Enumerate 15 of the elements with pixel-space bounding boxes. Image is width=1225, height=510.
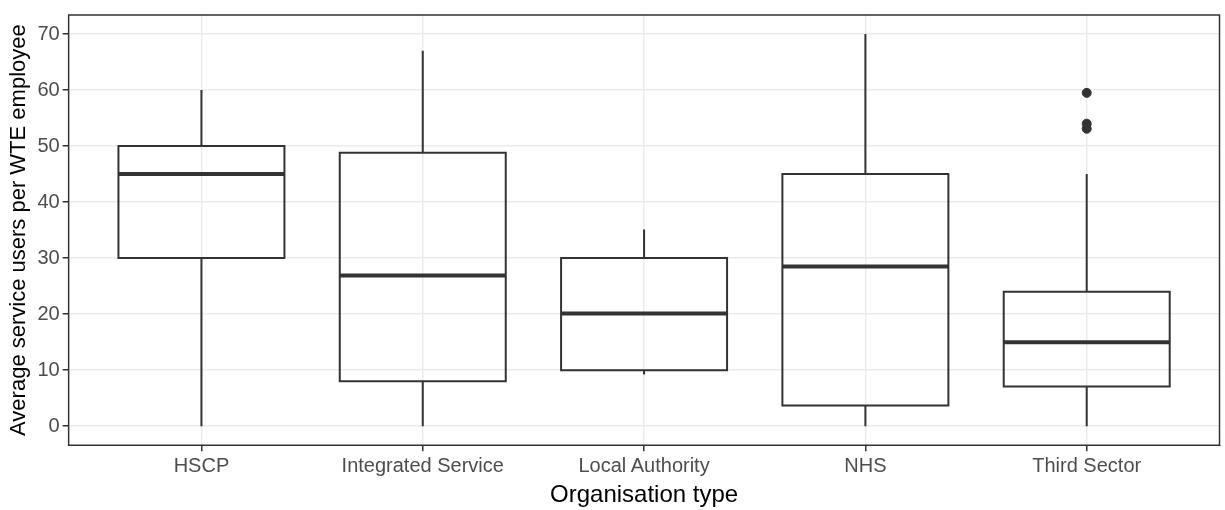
y-tick-label: 60: [37, 77, 60, 100]
x-tick-label: Local Authority: [578, 453, 710, 476]
y-tick-label: 30: [37, 245, 60, 268]
x-tick-label: HSCP: [173, 453, 230, 476]
y-tick-label: 50: [37, 133, 60, 156]
x-tick-label: Integrated Service: [341, 453, 504, 476]
y-tick-label: 40: [37, 189, 60, 212]
y-tick-label: 0: [48, 413, 60, 436]
y-tick-label: 10: [37, 357, 60, 380]
x-tick-label: Third Sector: [1032, 453, 1142, 476]
x-tick-label: NHS: [844, 453, 887, 476]
x-axis-title: Organisation type: [550, 480, 739, 508]
y-tick-label: 70: [37, 21, 60, 44]
y-tick-label: 20: [37, 301, 60, 324]
y-axis-title: Average service users per WTE employee: [5, 24, 31, 436]
